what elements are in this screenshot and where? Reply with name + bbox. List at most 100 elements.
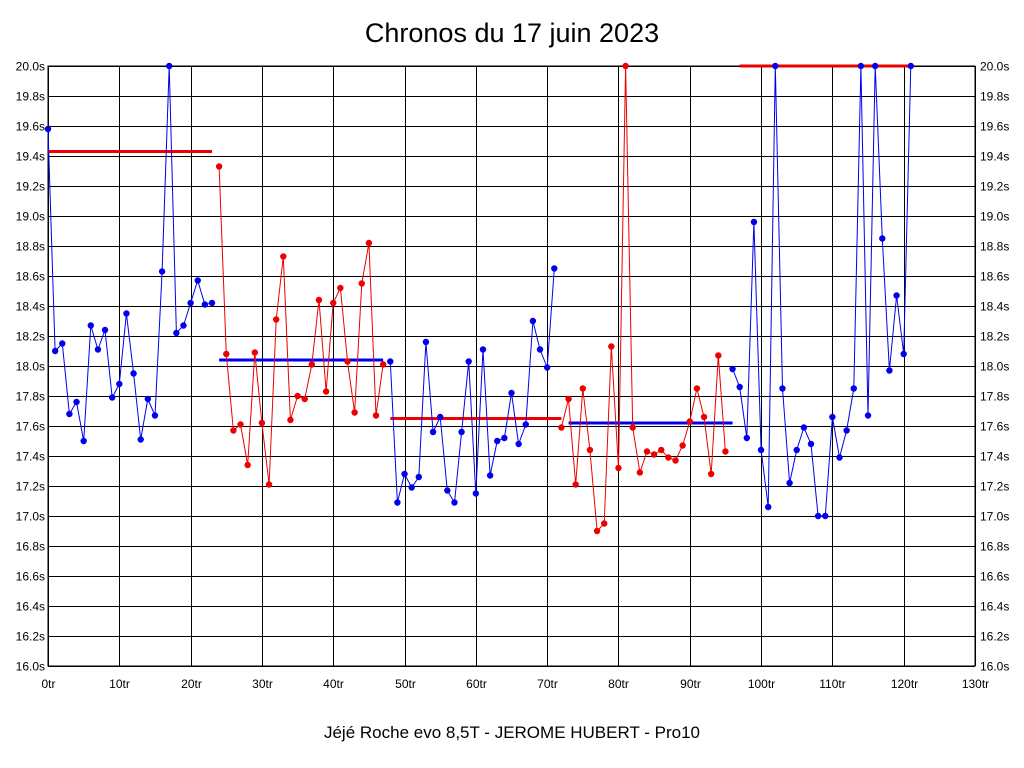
data-point	[337, 284, 344, 292]
y-tick-label: 18.0s	[16, 360, 45, 374]
data-point	[729, 365, 736, 373]
data-point	[251, 349, 258, 356]
data-point	[814, 512, 822, 520]
data-point	[608, 343, 615, 350]
data-point	[66, 410, 73, 418]
data-point	[536, 346, 544, 353]
y-tick-label: 18.8s	[16, 240, 45, 254]
data-point	[116, 380, 123, 388]
x-tick-label: 40tr	[323, 677, 344, 691]
y-tick-label-right: 17.8s	[980, 390, 1009, 404]
x-tick-label: 130tr	[962, 677, 989, 691]
x-tick-label: 120tr	[891, 677, 918, 691]
data-point	[650, 451, 658, 458]
data-point	[223, 350, 230, 358]
data-point	[579, 385, 587, 392]
x-tick-label: 10tr	[109, 677, 130, 691]
data-point	[458, 428, 465, 436]
y-tick-label: 17.4s	[16, 450, 45, 464]
y-tick-label: 19.6s	[16, 120, 45, 134]
x-tick-label: 100tr	[748, 677, 775, 691]
data-point	[344, 358, 351, 365]
data-point	[166, 62, 173, 70]
data-point	[73, 398, 80, 406]
data-point	[829, 413, 836, 421]
data-point	[280, 253, 287, 260]
data-point	[643, 448, 651, 455]
y-tick-label: 16.0s	[16, 660, 45, 674]
data-point	[415, 473, 422, 481]
data-point	[765, 503, 772, 511]
y-tick-label-right: 18.0s	[980, 360, 1009, 374]
y-tick-label: 16.4s	[16, 600, 45, 614]
series-line	[218, 166, 384, 485]
y-tick-label: 18.4s	[16, 300, 45, 314]
data-point	[515, 440, 522, 448]
data-point	[700, 413, 708, 421]
y-tick-label: 16.2s	[16, 630, 45, 644]
data-point	[772, 62, 779, 70]
series-line	[732, 65, 912, 517]
data-point	[151, 412, 159, 419]
x-tick-label: 30tr	[252, 677, 273, 691]
y-tick-label: 19.8s	[16, 90, 45, 104]
data-point	[265, 481, 273, 488]
data-point	[622, 62, 629, 70]
data-point	[900, 350, 907, 358]
data-point	[615, 464, 622, 472]
data-point	[558, 424, 565, 431]
y-tick-label: 18.6s	[16, 270, 45, 284]
y-tick-label-right: 16.4s	[980, 600, 1009, 614]
data-point	[793, 446, 800, 454]
data-point	[301, 395, 308, 403]
data-point	[836, 454, 843, 461]
y-tick-label: 20.0s	[16, 60, 45, 74]
data-point	[130, 370, 137, 377]
data-point	[201, 301, 209, 308]
data-point	[907, 62, 915, 70]
chart-caption: Jéjé Roche evo 8,5T - JEROME HUBERT - Pr…	[323, 723, 701, 742]
data-point	[372, 412, 380, 419]
data-point	[258, 419, 266, 427]
average-lines	[48, 64, 911, 425]
data-point	[807, 440, 815, 448]
y-tick-label-right: 16.2s	[980, 630, 1009, 644]
data-point	[244, 461, 251, 469]
data-point	[779, 385, 786, 392]
data-point	[786, 479, 793, 487]
y-tick-label-right: 19.0s	[980, 210, 1009, 224]
data-point	[230, 427, 237, 434]
data-point	[636, 469, 644, 476]
chart-title: Chronos du 17 juin 2023	[364, 18, 660, 48]
y-tick-label-right: 19.2s	[980, 180, 1009, 194]
data-point	[94, 346, 102, 353]
data-point	[508, 389, 515, 397]
data-point	[330, 299, 337, 307]
data-point	[308, 361, 316, 368]
grid-layer	[47, 65, 976, 667]
data-point	[387, 358, 394, 365]
data-point	[451, 499, 458, 506]
data-point	[87, 322, 94, 329]
data-point	[358, 280, 365, 287]
series-line	[389, 268, 555, 505]
x-tick-label: 80tr	[608, 677, 629, 691]
data-point	[486, 472, 494, 479]
data-point	[401, 470, 408, 478]
y-tick-label-right: 16.0s	[980, 660, 1009, 674]
y-tick-label-right: 18.8s	[980, 240, 1009, 254]
data-point	[543, 364, 551, 371]
data-point	[629, 424, 636, 431]
y-tick-label-right: 17.4s	[980, 450, 1009, 464]
x-tick-label: 0tr	[41, 677, 55, 691]
y-tick-label: 16.6s	[16, 570, 45, 584]
data-point	[757, 446, 765, 454]
data-point	[722, 448, 729, 455]
data-point	[108, 394, 116, 401]
data-point	[822, 512, 829, 520]
data-point	[422, 338, 430, 346]
data-point	[693, 385, 701, 392]
x-tick-label: 110tr	[819, 677, 845, 691]
y-tick-label-right: 16.8s	[980, 540, 1009, 554]
y-tick-label-right: 18.4s	[980, 300, 1009, 314]
